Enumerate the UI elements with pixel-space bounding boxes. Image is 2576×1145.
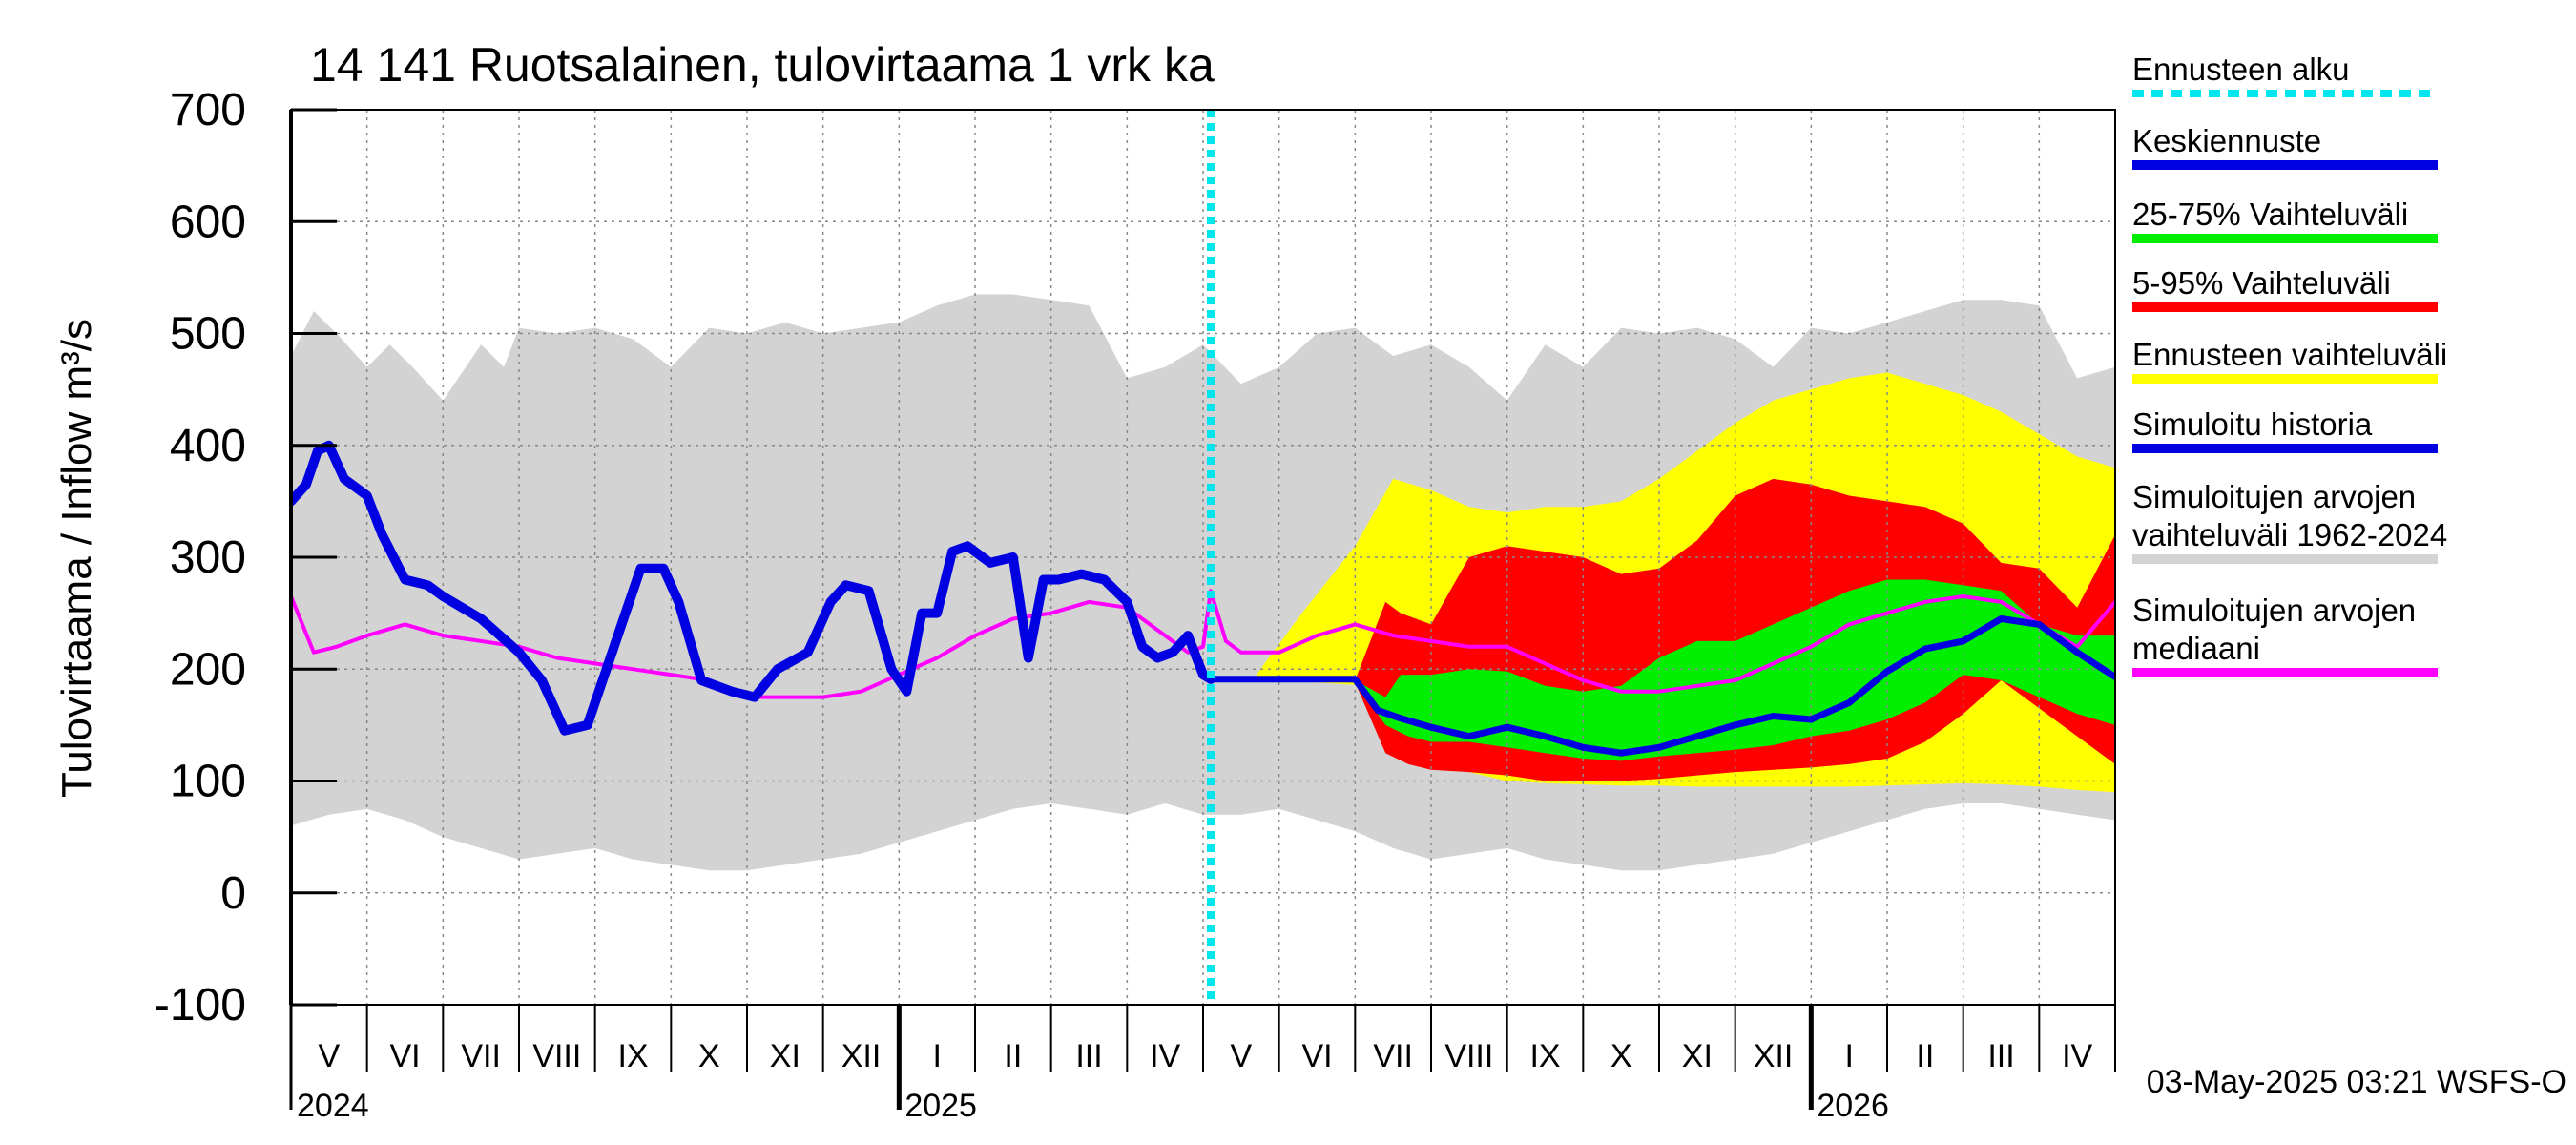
legend-label: mediaani [2132,631,2260,666]
footer-timestamp: 03-May-2025 03:21 WSFS-O [2147,1064,2566,1100]
x-month-label: IX [617,1038,648,1074]
y-tick-label: 500 [170,309,246,360]
x-month-label: II [1004,1038,1022,1074]
y-tick-label: 100 [170,757,246,807]
y-tick-label: 0 [220,868,246,919]
x-month-label: VIII [532,1038,581,1074]
y-axis-label: Tulovirtaama / Inflow m³/s [53,319,100,798]
x-year-label: 2024 [297,1088,369,1124]
x-month-label: IV [1150,1038,1180,1074]
x-month-label: III [1075,1038,1102,1074]
x-month-label: VIII [1444,1038,1493,1074]
x-month-label: V [318,1038,340,1074]
y-tick-label: 600 [170,197,246,247]
x-month-label: I [932,1038,941,1074]
mean-forecast-line [1207,615,2115,757]
y-tick-label: 700 [170,85,246,135]
x-month-label: X [1610,1038,1632,1074]
range-25-75-band [1256,579,2115,761]
legend-label: vaihteluväli 1962-2024 [2132,517,2447,552]
y-tick-label: -100 [155,980,246,1030]
x-month-label: IX [1529,1038,1560,1074]
x-month-label: VII [461,1038,501,1074]
y-tick-label: 300 [170,532,246,583]
legend-label: Simuloitujen arvojen [2132,479,2416,514]
x-month-label: VII [1373,1038,1413,1074]
x-month-label: III [1987,1038,2014,1074]
legend-label: Ennusteen alku [2132,52,2350,87]
y-tick-label: 400 [170,421,246,471]
x-month-label: XII [1754,1038,1794,1074]
x-month-label: V [1230,1038,1252,1074]
x-month-label: VI [1301,1038,1332,1074]
x-month-label: I [1844,1038,1853,1074]
x-month-label: IV [2062,1038,2092,1074]
legend-label: Ennusteen vaihteluväli [2132,337,2447,372]
x-month-label: X [698,1038,720,1074]
simulated-history-line [291,440,1215,736]
x-year-label: 2025 [904,1088,977,1124]
legend-label: Keskiennuste [2132,123,2321,158]
y-tick-label: 200 [170,644,246,695]
legend-label: Simuloitu historia [2132,406,2373,442]
chart-title: 14 141 Ruotsalainen, tulovirtaama 1 vrk … [310,38,1215,92]
legend-label: 25-75% Vaihteluväli [2132,197,2408,232]
x-month-label: VI [389,1038,420,1074]
x-month-label: XII [841,1038,882,1074]
legend-label: 5-95% Vaihteluväli [2132,265,2391,301]
x-month-label: XI [1682,1038,1713,1074]
median-line [291,589,2115,699]
x-year-label: 2026 [1817,1088,1889,1124]
x-month-label: II [1916,1038,1934,1074]
x-month-label: XI [770,1038,800,1074]
legend-label: Simuloitujen arvojen [2132,593,2416,628]
